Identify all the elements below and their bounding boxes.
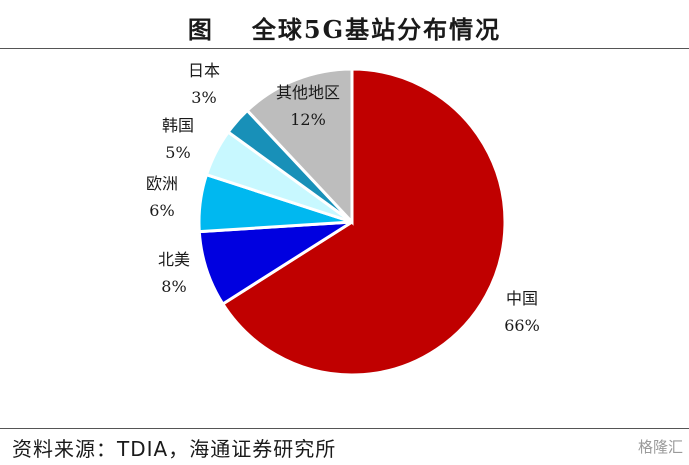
slice-value-korea: 5% [165, 143, 190, 162]
slice-label-japan: 日本 [188, 61, 220, 80]
chart-title: 图 全球5G基站分布情况 [0, 10, 689, 45]
title-text: 全球5G基站分布情况 [251, 15, 502, 44]
bottom-divider [0, 428, 689, 429]
top-divider [0, 48, 689, 49]
slice-label-korea: 韩国 [162, 116, 194, 135]
figure-label: 图 [187, 15, 214, 44]
slice-value-china: 66% [504, 316, 540, 335]
slice-value-europe: 6% [149, 201, 174, 220]
slice-value-japan: 3% [191, 88, 216, 107]
slice-label-other: 其他地区 [276, 83, 340, 102]
slice-label-china: 中国 [506, 289, 538, 308]
pie-slice-china [220, 67, 507, 377]
slice-value-north-america: 8% [161, 277, 186, 296]
watermark-logo: 格隆汇 [637, 438, 683, 456]
slice-label-north-america: 北美 [158, 250, 190, 269]
slice-value-other: 12% [290, 110, 326, 129]
slice-label-europe: 欧洲 [146, 174, 178, 193]
source-note: 资料来源：TDIA，海通证券研究所 [12, 437, 337, 461]
pie-slice-other [245, 67, 354, 226]
